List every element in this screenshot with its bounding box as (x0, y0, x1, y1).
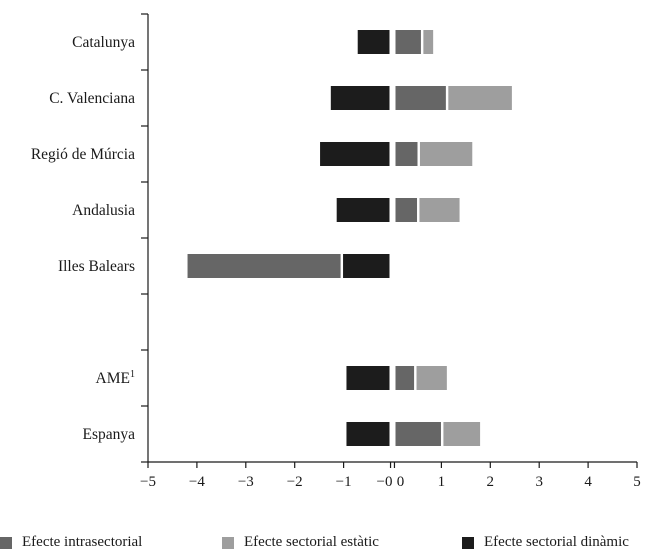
legend-swatch-sectorial-estatic (222, 536, 234, 549)
legend-label-intrasectorial: Efecte intrasectorial (22, 534, 143, 550)
bar-illes-balears-efecte-sectorial-dinamic (343, 254, 390, 278)
x-tick-label: 2 (487, 474, 495, 490)
bars (187, 30, 512, 446)
category-label-andalusia: Andalusia (72, 202, 135, 219)
x-tick-label: −0 (377, 474, 393, 490)
category-label-ame: AME1 (96, 369, 135, 387)
bar-c-valenciana-efecte-sectorial-estatic (448, 86, 512, 110)
bar-espanya-efecte-sectorial-estatic (443, 422, 481, 446)
bar-regio-de-murcia-efecte-sectorial-dinamic (320, 142, 390, 166)
x-tick-label: −5 (140, 474, 156, 490)
category-label-regio-de-murcia: Regió de Múrcia (31, 146, 135, 163)
legend-item-sectorial-estatic: Efecte sectorial estàtic (222, 534, 379, 551)
bar-c-valenciana-efecte-intrasectorial (395, 86, 446, 110)
category-label-illes-balears: Illes Balears (58, 258, 135, 275)
category-label-catalunya: Catalunya (72, 34, 135, 51)
bar-espanya-efecte-sectorial-dinamic (346, 422, 390, 446)
bar-regio-de-murcia-efecte-intrasectorial (395, 142, 418, 166)
category-label-espanya: Espanya (82, 426, 135, 443)
legend-item-intrasectorial: Efecte intrasectorial (0, 534, 142, 551)
x-tick-label: 1 (438, 474, 446, 490)
bar-andalusia-efecte-sectorial-dinamic (336, 198, 390, 222)
bar-ame-efecte-sectorial-estatic (416, 366, 447, 390)
legend: Efecte intrasectorial Efecte sectorial e… (0, 530, 663, 550)
bar-andalusia-efecte-sectorial-estatic (419, 198, 460, 222)
x-tick-label: −1 (336, 474, 352, 490)
bar-ame-efecte-sectorial-dinamic (346, 366, 390, 390)
x-tick-label: −2 (287, 474, 303, 490)
bar-catalunya-efecte-sectorial-dinamic (357, 30, 390, 54)
category-label-c-valenciana: C. Valenciana (49, 90, 135, 107)
bar-illes-balears-efecte-intrasectorial (187, 254, 341, 278)
bar-catalunya-efecte-sectorial-estatic (423, 30, 434, 54)
x-tick-label: 3 (535, 474, 543, 490)
x-tick-label: 5 (633, 474, 641, 490)
chart: Catalunya C. Valenciana Regió de Múrcia And… (31, 13, 641, 490)
bar-c-valenciana-efecte-sectorial-dinamic (330, 86, 390, 110)
legend-swatch-intrasectorial (0, 536, 12, 549)
legend-label-sectorial-dinamic: Efecte sectorial dinàmic (484, 534, 629, 550)
axes: −5 −4 −3 −2 −1 −0 0 1 2 3 4 5 (140, 13, 641, 490)
bar-espanya-efecte-intrasectorial (395, 422, 441, 446)
x-tick-label: −4 (189, 474, 205, 490)
x-tick-label: 0 (397, 474, 405, 490)
bar-ame-efecte-intrasectorial (395, 366, 415, 390)
category-labels: Catalunya C. Valenciana Regió de Múrcia And… (31, 34, 135, 443)
bar-andalusia-efecte-intrasectorial (395, 198, 418, 222)
bar-regio-de-murcia-efecte-sectorial-estatic (419, 142, 473, 166)
x-tick-label: −3 (238, 474, 254, 490)
x-tick-label: 4 (584, 474, 592, 490)
legend-label-sectorial-estatic: Efecte sectorial estàtic (244, 534, 379, 550)
legend-item-sectorial-dinamic: Efecte sectorial dinàmic (462, 534, 629, 551)
legend-swatch-sectorial-dinamic (462, 536, 474, 549)
bar-catalunya-efecte-intrasectorial (395, 30, 421, 54)
